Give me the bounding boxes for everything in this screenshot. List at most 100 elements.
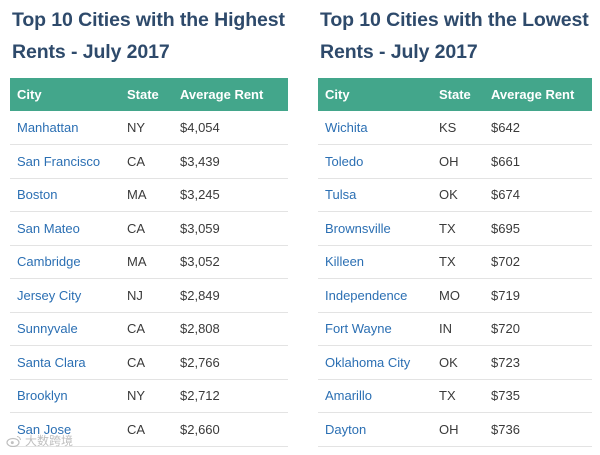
city-cell[interactable]: Dayton — [325, 421, 367, 437]
title-line-1: Top 10 Cities with the Lowest — [320, 9, 589, 31]
state-cell: MA — [127, 254, 147, 270]
table-row: Santa Clara CA $2,766 — [10, 346, 288, 379]
table-header-row: City State Average Rent — [318, 78, 592, 111]
lowest-rents-table: City State Average Rent Wichita KS $642 Tol… — [318, 78, 592, 447]
average-rent-cell: $723 — [491, 354, 520, 370]
table-row: San Francisco CA $3,439 — [10, 145, 288, 178]
city-cell[interactable]: Cambridge — [17, 254, 81, 270]
average-rent-cell: $3,052 — [180, 254, 220, 270]
average-rent-cell: $2,766 — [180, 354, 220, 370]
average-rent-cell: $674 — [491, 187, 520, 203]
table-row: Amarillo TX $735 — [318, 379, 592, 413]
city-cell[interactable]: San Mateo — [17, 220, 80, 236]
state-cell: OH — [439, 153, 459, 169]
table-row: Jersey City NJ $2,849 — [10, 279, 288, 312]
table-row: Boston MA $3,245 — [10, 178, 288, 212]
average-rent-cell: $2,808 — [180, 321, 220, 337]
lowest-rents-panel: Top 10 Cities with the Lowest Rents - Ju… — [318, 0, 592, 446]
state-cell: OH — [439, 421, 459, 437]
table-row: Wichita KS $642 — [318, 111, 592, 145]
state-cell: CA — [127, 153, 146, 169]
watermark-text: 大数跨境 — [25, 434, 74, 448]
city-cell[interactable]: Oklahoma City — [325, 354, 411, 370]
city-cell[interactable]: Independence — [325, 287, 408, 303]
state-cell: CA — [127, 421, 146, 437]
city-cell[interactable]: Brownsville — [325, 220, 391, 236]
state-cell: NY — [127, 120, 146, 135]
weibo-icon — [6, 435, 22, 447]
watermark: 大数跨境 — [6, 432, 73, 449]
average-rent-cell: $2,712 — [180, 388, 220, 404]
column-header-state: State — [127, 87, 159, 102]
table-row: Cambridge MA $3,052 — [10, 245, 288, 279]
city-cell[interactable]: Santa Clara — [17, 354, 86, 370]
table-row: Killeen TX $702 — [318, 245, 592, 279]
table-header-row: City State Average Rent — [10, 78, 288, 111]
state-cell: CA — [127, 354, 146, 370]
state-cell: MO — [439, 287, 460, 303]
state-cell: CA — [127, 220, 146, 236]
state-cell: TX — [439, 254, 456, 270]
city-cell[interactable]: Killeen — [325, 254, 365, 270]
city-cell[interactable]: Sunnyvale — [17, 321, 78, 337]
average-rent-cell: $661 — [491, 153, 520, 169]
average-rent-cell: $3,245 — [180, 187, 220, 203]
table-row: Dayton OH $736 — [318, 413, 592, 446]
table-row: Fort Wayne IN $720 — [318, 312, 592, 346]
highest-rents-panel: Top 10 Cities with the Highest Rents - J… — [10, 0, 288, 446]
table-row: Oklahoma City OK $723 — [318, 346, 592, 379]
table-row: Sunnyvale CA $2,808 — [10, 312, 288, 346]
state-cell: TX — [439, 388, 456, 404]
state-cell: TX — [439, 220, 456, 236]
table-row: San Mateo CA $3,059 — [10, 212, 288, 245]
average-rent-cell: $642 — [491, 120, 520, 135]
city-cell[interactable]: Jersey City — [17, 287, 82, 303]
city-cell[interactable]: Fort Wayne — [325, 321, 392, 337]
city-cell[interactable]: San Francisco — [17, 153, 101, 169]
highest-rents-title: Top 10 Cities with the Highest Rents - J… — [10, 0, 288, 68]
state-cell: OK — [439, 187, 458, 203]
table-row: Tulsa OK $674 — [318, 178, 592, 212]
highest-rents-table: City State Average Rent Manhattan NY $4,05… — [10, 78, 288, 447]
state-cell: MA — [127, 187, 147, 203]
table-row: Toledo OH $661 — [318, 145, 592, 178]
table-row: Independence MO $719 — [318, 279, 592, 312]
table-row: Brooklyn NY $2,712 — [10, 379, 288, 413]
average-rent-cell: $720 — [491, 321, 520, 337]
city-cell[interactable]: Brooklyn — [17, 388, 68, 404]
column-header-average-rent: Average Rent — [180, 87, 264, 102]
state-cell: IN — [439, 321, 452, 337]
column-header-state: State — [439, 87, 471, 102]
table-row: Brownsville TX $695 — [318, 212, 592, 245]
average-rent-cell: $2,660 — [180, 421, 220, 437]
average-rent-cell: $719 — [491, 287, 520, 303]
city-cell[interactable]: Boston — [17, 187, 58, 203]
column-header-city: City — [17, 87, 42, 102]
city-cell[interactable]: Toledo — [325, 153, 364, 169]
city-cell[interactable]: Manhattan — [17, 120, 79, 135]
average-rent-cell: $3,439 — [180, 153, 220, 169]
column-header-average-rent: Average Rent — [491, 87, 575, 102]
city-cell[interactable]: San Jose — [17, 421, 72, 437]
title-line-2: Rents - July 2017 — [12, 41, 170, 63]
table-row: San Jose CA $2,660 — [10, 413, 288, 446]
average-rent-cell: $3,059 — [180, 220, 220, 236]
average-rent-cell: $4,054 — [180, 120, 220, 135]
average-rent-cell: $736 — [491, 421, 520, 437]
average-rent-cell: $695 — [491, 220, 520, 236]
state-cell: KS — [439, 120, 457, 135]
title-line-2: Rents - July 2017 — [320, 41, 478, 63]
state-cell: NY — [127, 388, 146, 404]
state-cell: OK — [439, 354, 458, 370]
city-cell[interactable]: Amarillo — [325, 388, 372, 404]
city-cell[interactable]: Tulsa — [325, 187, 357, 203]
average-rent-cell: $735 — [491, 388, 520, 404]
column-header-city: City — [325, 87, 350, 102]
average-rent-cell: $2,849 — [180, 287, 220, 303]
average-rent-cell: $702 — [491, 254, 520, 270]
title-line-1: Top 10 Cities with the Highest — [12, 9, 285, 31]
state-cell: CA — [127, 321, 146, 337]
city-cell[interactable]: Wichita — [325, 120, 368, 135]
table-row: Manhattan NY $4,054 — [10, 111, 288, 145]
lowest-rents-title: Top 10 Cities with the Lowest Rents - Ju… — [318, 0, 592, 68]
